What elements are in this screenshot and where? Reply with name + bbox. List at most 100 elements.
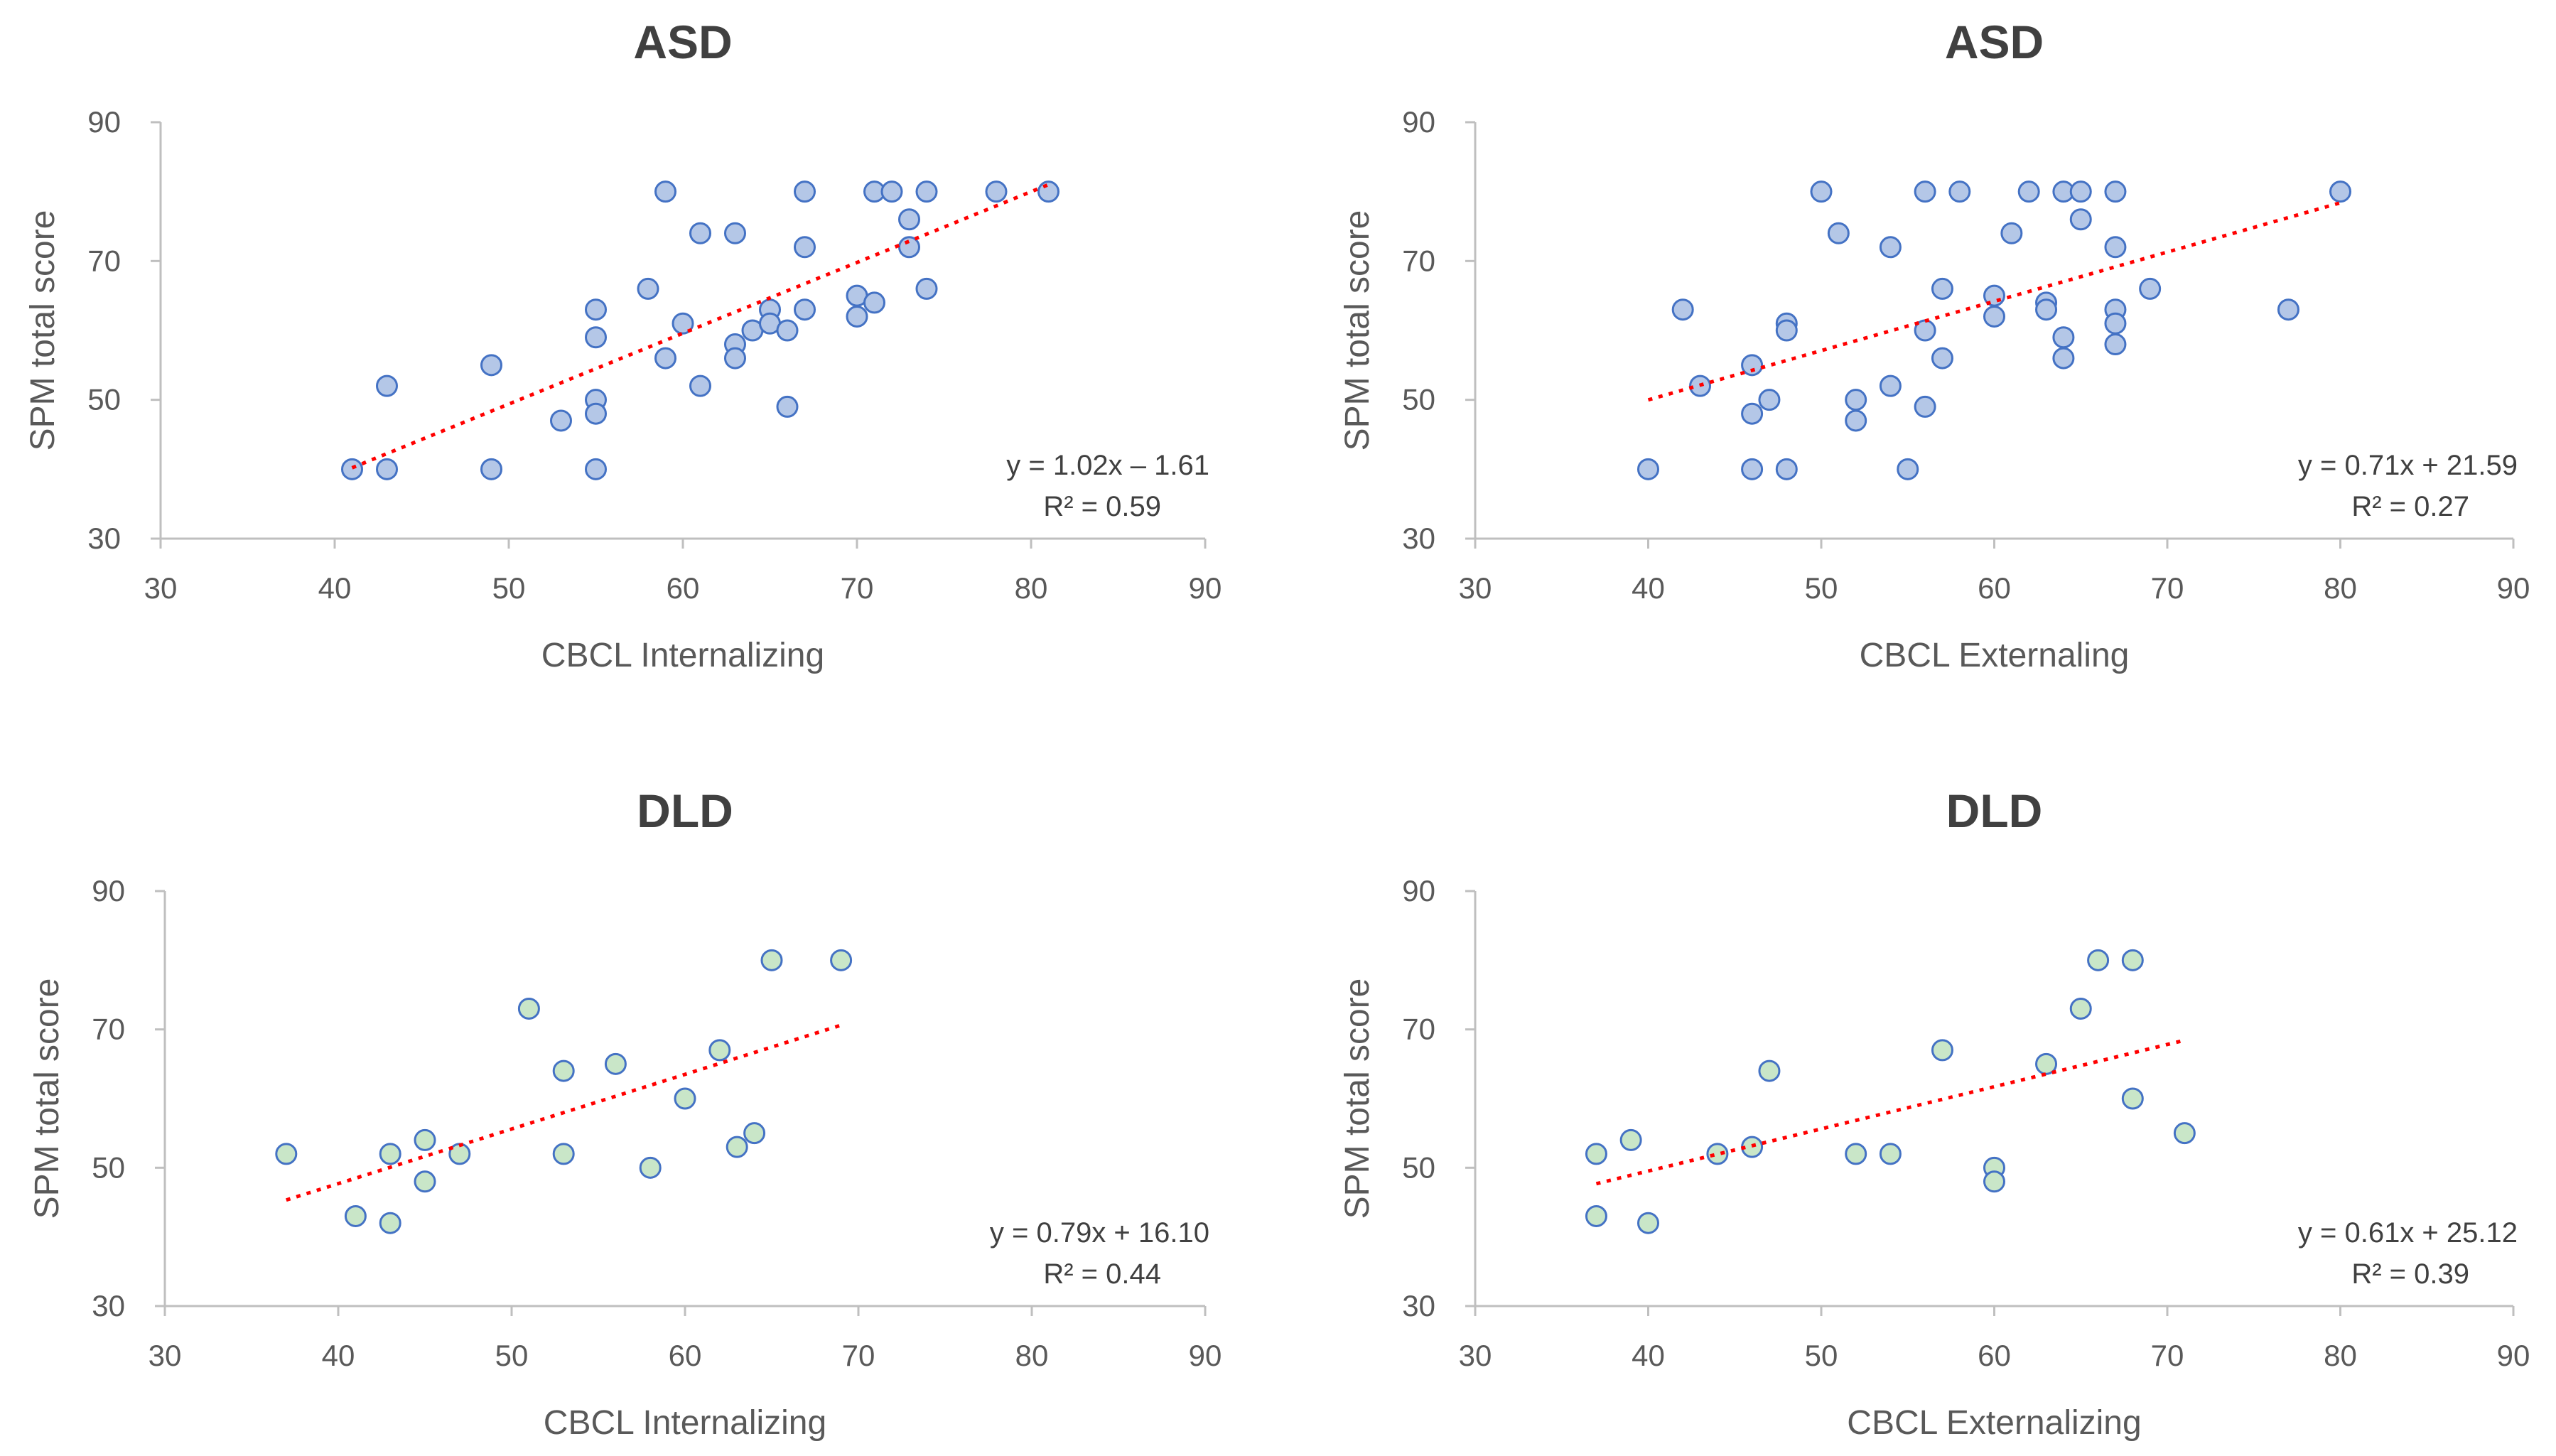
data-point — [2052, 326, 2075, 349]
y-axis-label: SPM total score — [28, 978, 66, 1219]
data-point — [604, 1052, 627, 1075]
chart-title: DLD — [1946, 784, 2043, 837]
x-tick-label: 60 — [1978, 571, 2011, 605]
data-point — [552, 1059, 575, 1082]
data-point — [585, 402, 607, 425]
r-squared-label: R² = 0.27 — [2351, 491, 2469, 522]
data-point — [2121, 1087, 2144, 1110]
trend-equation: y = 1.02x – 1.61 — [1006, 450, 1209, 481]
x-axis-label: CBCL Externalizing — [1847, 1404, 2141, 1442]
data-point — [2173, 1122, 2196, 1145]
data-point — [743, 1122, 766, 1145]
y-tick-label: 30 — [87, 522, 121, 555]
trendline — [351, 183, 1050, 470]
chart-title: ASD — [1945, 16, 2044, 68]
data-point — [2277, 298, 2299, 321]
y-tick-label: 90 — [87, 105, 121, 139]
data-point — [724, 222, 746, 244]
y-axis-label: SPM total score — [24, 210, 62, 451]
data-point — [689, 222, 711, 244]
data-point — [1845, 389, 1867, 411]
data-point — [1845, 1143, 1867, 1165]
data-point — [1879, 236, 1902, 259]
data-point — [2329, 180, 2351, 203]
data-point — [2069, 180, 2092, 203]
data-point — [585, 458, 607, 480]
data-point — [1741, 354, 1764, 377]
data-point — [2069, 208, 2092, 231]
data-point — [2052, 347, 2075, 370]
y-tick-label: 70 — [1402, 1013, 1435, 1046]
x-tick-label: 40 — [318, 571, 352, 605]
data-point — [1948, 180, 1971, 203]
y-tick-label: 30 — [1402, 1289, 1435, 1322]
data-point — [654, 180, 676, 203]
data-point — [2121, 949, 2144, 971]
x-axis-label: CBCL Internalizing — [541, 637, 824, 674]
x-tick-label: 60 — [667, 571, 700, 605]
data-point — [1758, 1059, 1781, 1082]
data-point — [915, 180, 938, 203]
data-point — [2139, 277, 2162, 300]
data-point — [275, 1143, 298, 1165]
data-point — [1983, 305, 2005, 328]
data-point — [1931, 1039, 1953, 1062]
x-tick-label: 50 — [1805, 571, 1838, 605]
x-tick-label: 60 — [1978, 1339, 2011, 1372]
data-point — [1037, 180, 1059, 203]
data-point — [1637, 458, 1659, 480]
trendline — [1595, 1038, 2185, 1186]
x-tick-label: 40 — [1632, 571, 1665, 605]
chart-title: DLD — [637, 784, 733, 837]
data-point — [1741, 458, 1764, 480]
y-tick-label: 50 — [92, 1150, 125, 1184]
data-point — [552, 1143, 575, 1165]
data-point — [708, 1039, 731, 1062]
y-tick-label: 70 — [92, 1013, 125, 1046]
data-point — [1741, 402, 1764, 425]
data-point — [1585, 1204, 1607, 1227]
y-tick-label: 30 — [92, 1289, 125, 1322]
r-squared-label: R² = 0.59 — [1043, 491, 1161, 522]
data-point — [517, 997, 540, 1020]
r-squared-label: R² = 0.44 — [1043, 1258, 1161, 1290]
data-point — [2104, 236, 2127, 259]
data-point — [1879, 1143, 1902, 1165]
data-point — [344, 1204, 367, 1227]
y-tick-label: 90 — [92, 874, 125, 907]
data-point — [585, 298, 607, 321]
x-tick-label: 50 — [492, 571, 526, 605]
data-point — [1897, 458, 1919, 480]
trend-equation: y = 0.61x + 25.12 — [2298, 1217, 2518, 1249]
y-tick-label: 70 — [1402, 244, 1435, 277]
data-point — [2017, 180, 2040, 203]
y-tick-label: 50 — [87, 383, 121, 416]
data-point — [794, 180, 816, 203]
x-tick-label: 70 — [2151, 571, 2184, 605]
x-tick-label: 30 — [1459, 571, 1492, 605]
data-point — [639, 1156, 662, 1179]
data-point — [2104, 312, 2127, 335]
data-point — [1619, 1128, 1642, 1151]
y-axis-label: SPM total score — [1339, 210, 1376, 451]
x-tick-label: 80 — [1015, 571, 1048, 605]
data-point — [1775, 319, 1798, 342]
data-point — [2069, 997, 2092, 1020]
x-tick-label: 80 — [2324, 571, 2357, 605]
r-squared-label: R² = 0.39 — [2351, 1258, 2469, 1290]
y-tick-label: 90 — [1402, 874, 1435, 907]
data-point — [674, 1087, 696, 1110]
trendline — [1647, 200, 2341, 402]
x-tick-label: 60 — [669, 1339, 702, 1372]
data-point — [1914, 395, 1936, 418]
data-point — [726, 1136, 748, 1158]
x-tick-label: 80 — [2324, 1339, 2357, 1372]
x-tick-label: 80 — [1015, 1339, 1049, 1372]
x-tick-label: 90 — [1189, 571, 1222, 605]
data-point — [1758, 389, 1781, 411]
x-tick-label: 70 — [2151, 1339, 2184, 1372]
x-tick-label: 30 — [149, 1339, 182, 1372]
data-point — [480, 354, 502, 377]
x-axis-label: CBCL Externaling — [1860, 637, 2130, 674]
